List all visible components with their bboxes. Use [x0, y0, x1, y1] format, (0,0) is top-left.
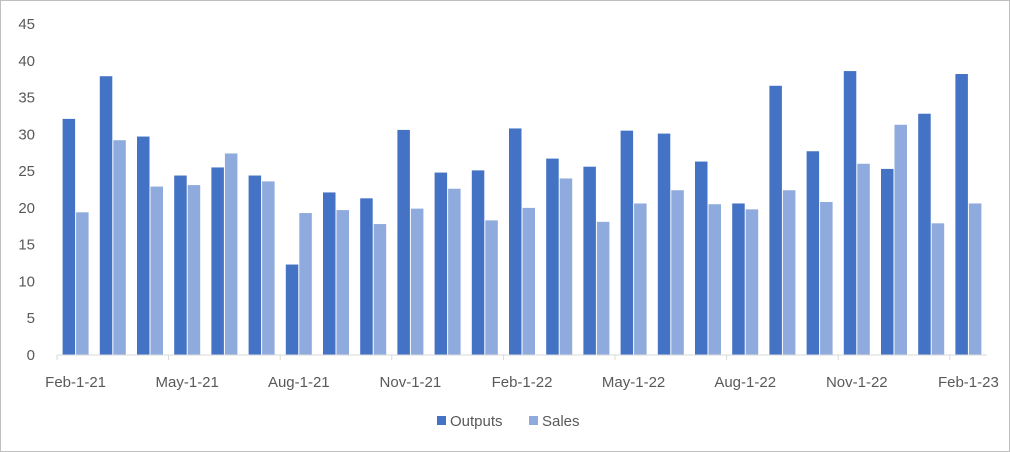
bar-outputs-Jan-1-23: [918, 113, 931, 355]
y-tick-label: 20: [18, 200, 35, 217]
legend-swatch-outputs: [437, 416, 446, 425]
bar-sales-Dec-1-22: [894, 124, 907, 355]
y-tick-label: 30: [18, 126, 35, 143]
bar-outputs-Aug-1-22: [732, 203, 745, 355]
x-axis-ticks: Feb-1-21 May-1-21 Aug-1-21 Nov-1-21 Feb-1-22…: [45, 355, 999, 391]
bar-sales-Sep-1-21: [336, 210, 349, 355]
bar-outputs-Sep-1-22: [769, 85, 782, 355]
legend: Outputs Sales: [437, 413, 580, 430]
bar-outputs-Oct-1-21: [360, 198, 373, 355]
bar-outputs-Apr-1-22: [583, 166, 596, 355]
bar-sales-Jan-1-22: [485, 220, 498, 355]
bar-sales-Mar-1-22: [559, 178, 573, 355]
bar-sales-Apr-1-22: [596, 221, 610, 355]
y-tick-label: 0: [27, 347, 35, 364]
bar-outputs-May-1-21: [174, 175, 187, 355]
bar-outputs-Dec-1-21: [434, 172, 448, 355]
x-tick-label: May-1-22: [602, 374, 665, 391]
bar-outputs-Jul-1-22: [695, 161, 708, 355]
bar-sales-Apr-1-21: [150, 186, 163, 355]
bar-outputs-Nov-1-22: [843, 71, 857, 355]
bar-sales-Feb-1-21: [76, 212, 89, 355]
bar-outputs-Sep-1-21: [323, 192, 336, 355]
bar-sales-Sep-1-22: [782, 190, 796, 355]
bar-outputs-Apr-1-21: [137, 136, 150, 355]
bar-sales-Nov-1-21: [410, 208, 424, 355]
bar-outputs-Jun-1-21: [211, 167, 224, 355]
y-axis-ticks: 0 5 10 15 20 25 30 35 40 45: [18, 16, 35, 364]
bar-sales-Nov-1-22: [857, 163, 870, 355]
x-tick-label: May-1-21: [156, 374, 219, 391]
bar-outputs-Jan-1-22: [471, 170, 485, 355]
legend-label-sales: Sales: [542, 413, 580, 430]
bar-outputs-Feb-1-21: [62, 118, 76, 356]
x-tick-label: Feb-1-23: [938, 374, 999, 391]
bar-outputs-Oct-1-22: [806, 151, 820, 355]
y-tick-label: 40: [18, 53, 35, 70]
bar-outputs-Mar-1-22: [546, 158, 559, 355]
legend-swatch-sales: [529, 416, 538, 425]
bar-sales-Oct-1-22: [820, 202, 833, 355]
x-tick-label: Aug-1-21: [268, 374, 330, 391]
y-tick-label: 5: [27, 310, 35, 327]
bar-sales-Dec-1-21: [448, 188, 461, 355]
y-tick-label: 10: [18, 273, 35, 290]
bar-sales-Jul-1-22: [708, 204, 721, 355]
bars-layer: [62, 71, 982, 356]
y-tick-label: 35: [18, 90, 35, 107]
x-tick-label: Nov-1-21: [380, 374, 442, 391]
bar-sales-May-1-21: [187, 185, 201, 355]
bar-outputs-Dec-1-22: [881, 168, 894, 355]
x-tick-label: Nov-1-22: [826, 374, 888, 391]
bar-sales-Feb-1-23: [968, 203, 982, 355]
bar-sales-Jul-1-21: [262, 181, 275, 355]
bar-outputs-Feb-1-22: [509, 128, 522, 355]
bar-sales-May-1-22: [634, 203, 647, 355]
bar-outputs-Jun-1-22: [657, 133, 671, 355]
bar-sales-Mar-1-21: [113, 140, 126, 355]
y-tick-label: 45: [18, 16, 35, 33]
legend-label-outputs: Outputs: [450, 413, 503, 430]
bar-outputs-Mar-1-21: [99, 76, 113, 356]
bar-outputs-Aug-1-21: [285, 264, 299, 355]
x-tick-label: Aug-1-22: [714, 374, 776, 391]
y-tick-label: 25: [18, 163, 35, 180]
x-tick-label: Feb-1-22: [492, 374, 553, 391]
y-tick-label: 15: [18, 237, 35, 254]
bar-outputs-May-1-22: [620, 130, 634, 355]
bar-sales-Aug-1-22: [745, 209, 759, 355]
bar-sales-Jun-1-21: [224, 153, 238, 355]
bar-sales-Jun-1-22: [671, 190, 684, 355]
bar-sales-Aug-1-21: [299, 213, 312, 355]
bar-sales-Oct-1-21: [373, 224, 387, 355]
bar-outputs-Nov-1-21: [397, 129, 410, 355]
x-tick-label: Feb-1-21: [45, 374, 106, 391]
bar-sales-Feb-1-22: [522, 207, 535, 355]
bar-outputs-Feb-1-23: [955, 74, 968, 356]
bar-outputs-Jul-1-21: [248, 175, 262, 355]
bar-sales-Jan-1-23: [931, 223, 945, 355]
